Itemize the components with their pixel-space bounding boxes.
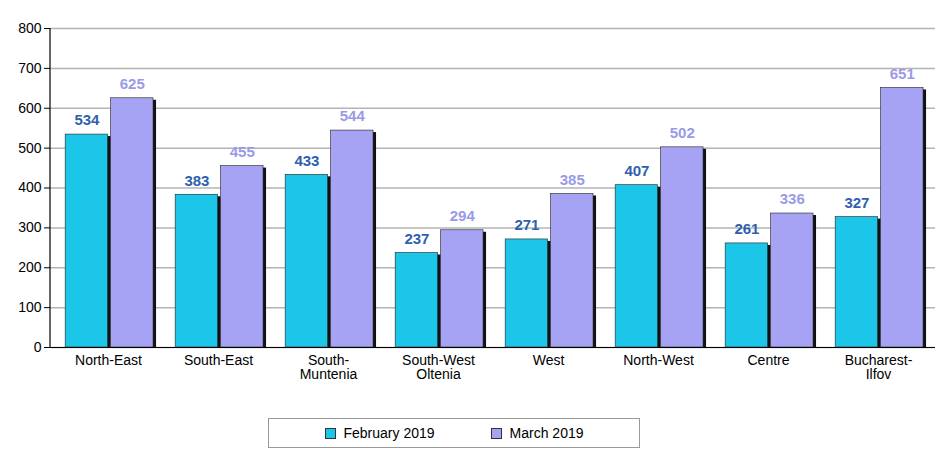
html-text:February 2019: February 2019: [343, 425, 435, 441]
svg-text:300: 300: [18, 219, 42, 235]
svg-text:502: 502: [670, 124, 695, 141]
svg-text:455: 455: [230, 143, 255, 160]
svg-text:544: 544: [340, 107, 366, 124]
svg-text:383: 383: [184, 172, 209, 189]
svg-text:625: 625: [120, 75, 145, 92]
svg-text:261: 261: [734, 220, 759, 237]
svg-text:200: 200: [18, 259, 42, 275]
svg-text:Bucharest-Ilfov: Bucharest-Ilfov: [845, 352, 913, 382]
svg-text:237: 237: [404, 230, 429, 247]
svg-text:South-WestOltenia: South-WestOltenia: [402, 352, 475, 382]
svg-text:0: 0: [34, 339, 42, 355]
svg-text:336: 336: [780, 190, 805, 207]
svg-text:Centre: Centre: [747, 352, 789, 368]
svg-text:534: 534: [74, 111, 100, 128]
svg-text:600: 600: [18, 100, 42, 116]
svg-text:100: 100: [18, 299, 42, 315]
svg-text:800: 800: [18, 20, 42, 36]
svg-text:407: 407: [624, 162, 649, 179]
svg-text:North-West: North-West: [623, 352, 694, 368]
svg-text:327: 327: [844, 194, 869, 211]
svg-text:400: 400: [18, 179, 42, 195]
html-text:March 2019: March 2019: [509, 425, 584, 441]
svg-text:385: 385: [560, 171, 585, 188]
svg-text:294: 294: [450, 207, 476, 224]
svg-text:North-East: North-East: [75, 352, 142, 368]
svg-text:500: 500: [18, 140, 42, 156]
svg-text:West: West: [533, 352, 565, 368]
svg-text:700: 700: [18, 60, 42, 76]
svg-text:South-East: South-East: [184, 352, 253, 368]
svg-text:433: 433: [294, 152, 319, 169]
svg-text:651: 651: [890, 65, 915, 82]
svg-text:271: 271: [514, 216, 539, 233]
svg-text:South-Muntenia: South-Muntenia: [300, 352, 358, 382]
